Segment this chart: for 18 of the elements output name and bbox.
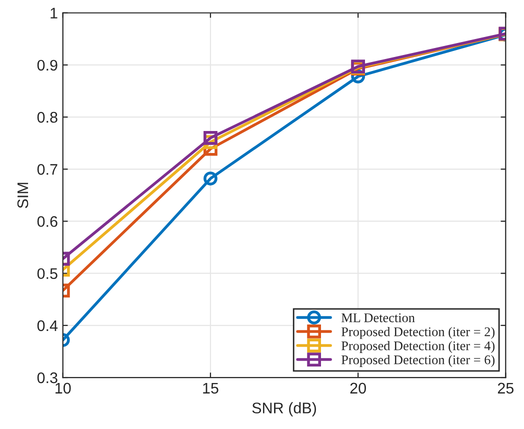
- legend-label: Proposed Detection (iter = 6): [341, 355, 495, 367]
- x-tick-label: 25: [498, 382, 514, 394]
- y-tick-label: 0.6: [37, 216, 58, 227]
- y-tick-label: 0.4: [37, 320, 58, 332]
- y-tick-label: 0.3: [37, 372, 58, 384]
- y-tick-label: 0.8: [37, 112, 58, 123]
- x-axis-title: SNR (dB): [252, 402, 316, 416]
- y-tick-label: 0.9: [37, 60, 58, 71]
- legend-label: Proposed Detection (iter = 4): [341, 340, 495, 353]
- y-tick-label: 0.7: [37, 164, 58, 175]
- legend-label: ML Detection: [341, 313, 415, 322]
- legend-label: Proposed Detection (iter = 2): [341, 326, 495, 339]
- x-tick-label: 10: [56, 382, 71, 394]
- y-axis-title: SIM: [17, 182, 28, 208]
- y-tick-label: 1: [50, 8, 58, 18]
- x-tick-label: 20: [350, 382, 366, 394]
- y-tick-label: 0.5: [37, 268, 58, 280]
- x-tick-label: 15: [203, 382, 218, 394]
